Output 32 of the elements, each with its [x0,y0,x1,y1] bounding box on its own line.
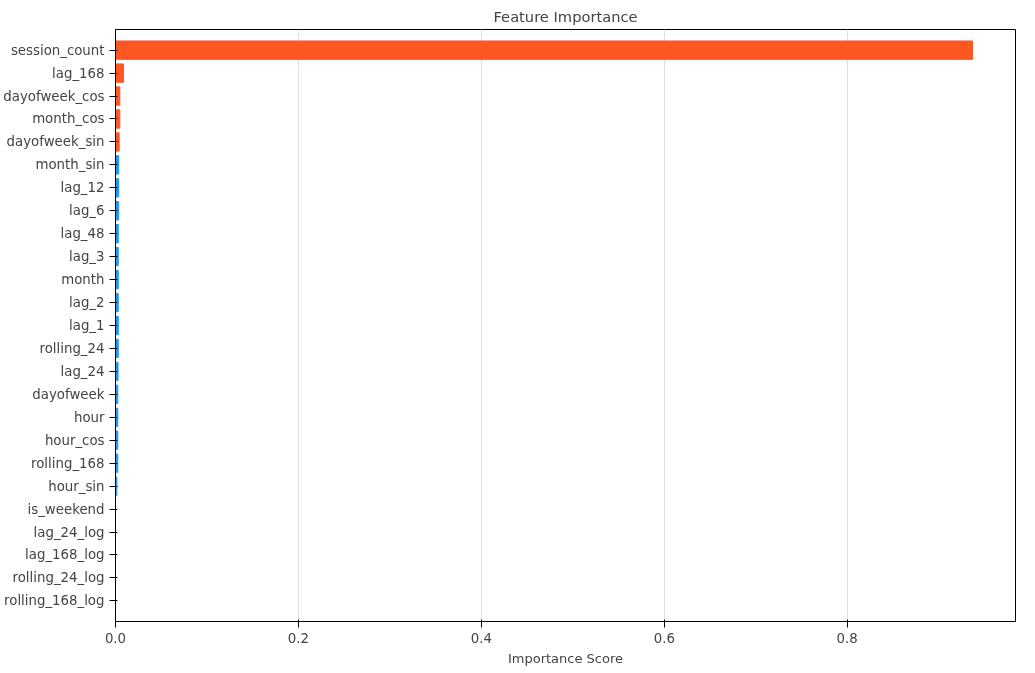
y-tick-label: lag_1 [69,318,105,333]
y-tick-label: lag_24_log [33,524,105,540]
y-tick-label: month_sin [35,157,105,173]
y-tick-label: session_count [10,42,105,58]
y-tick-label: lag_168_log [25,547,105,563]
x-tick-label: 0.4 [470,630,492,646]
x-tick-label: 0.6 [653,630,675,646]
y-tick-label: lag_24 [60,363,105,379]
y-tick-label: dayofweek_cos [3,88,105,104]
y-tick-label: dayofweek_sin [6,134,105,150]
y-tick-label: is_weekend [27,501,105,517]
x-tick-label: 0.8 [836,630,858,646]
x-tick-label: 0.2 [287,630,310,646]
y-tick-label: lag_3 [69,249,105,265]
y-tick-label: lag_6 [69,203,105,219]
y-tick-label: lag_168 [52,65,105,81]
chart-title: Feature Importance [493,7,638,25]
y-tick-label: rolling_168 [31,455,105,471]
y-tick-label: rolling_168_log [4,593,105,609]
y-tick-label: month_cos [32,111,105,127]
y-tick-label: hour_cos [44,432,105,448]
y-tick-label: hour_sin [48,478,105,494]
y-tick-label: lag_2 [69,295,105,311]
y-tick-label: lag_12 [60,180,105,196]
y-tick-label: month [61,272,105,288]
y-tick-label: lag_48 [60,226,105,242]
y-tick-label: hour [73,409,106,425]
x-axis-title: Importance Score [507,650,624,666]
x-tick-label: 0.0 [104,630,127,646]
y-tick-label: rolling_24 [39,340,105,356]
y-tick-label: rolling_24_log [12,570,105,586]
y-tick-label: dayofweek [32,386,105,402]
